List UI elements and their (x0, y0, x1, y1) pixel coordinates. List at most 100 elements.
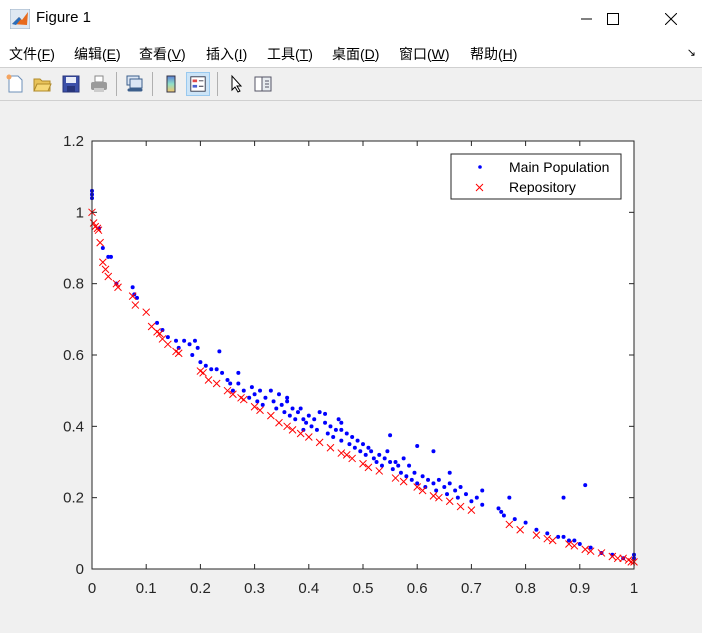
repository-point (429, 492, 438, 500)
main-population-point (458, 484, 463, 489)
main-population-point (130, 285, 135, 290)
main-population-point (583, 483, 588, 488)
menu-view[interactable]: 查看(V) (139, 46, 186, 62)
main-population-point (404, 474, 409, 479)
pointer-arrow-icon (231, 74, 243, 93)
scatter-plot[interactable]: 0 0.1 0.2 0.3 0.4 0.5 0.6 0.7 0.8 0.9 1 0 0.2 0.4 0.6 0… (0, 101, 702, 628)
main-population-point (496, 506, 501, 511)
main-population-point (385, 449, 390, 454)
legend-cross-icon (475, 183, 484, 192)
repository-point (581, 545, 590, 554)
repository-point (174, 349, 183, 358)
repository-point (142, 308, 151, 317)
main-population-point (317, 410, 322, 415)
repository-point (101, 265, 110, 274)
save-button[interactable] (59, 72, 83, 96)
menu-tools[interactable]: 工具(T) (267, 46, 313, 62)
main-population-point (556, 534, 561, 539)
main-population-point (379, 463, 384, 468)
repository-point (296, 429, 305, 438)
main-population-point (361, 442, 365, 447)
main-population-point (474, 495, 479, 500)
main-population-point (252, 392, 257, 397)
main-population-point (561, 534, 566, 539)
repository-point (250, 402, 259, 411)
toolbar-separator (116, 72, 117, 96)
repository-point (164, 340, 172, 349)
main-population-point (407, 463, 412, 468)
toolbar-separator (152, 72, 153, 96)
repository-point (275, 418, 283, 427)
y-tick-label: 1.2 (63, 133, 84, 150)
minimize-icon (581, 18, 592, 20)
menu-desktop[interactable]: 桌面(D) (332, 46, 380, 62)
menu-file[interactable]: 文件(F) (9, 46, 55, 62)
dock-figure-icon[interactable]: ↘ (686, 47, 696, 59)
y-tick-label: 0 (76, 561, 84, 578)
main-population-point (290, 406, 295, 411)
main-population-point (217, 349, 222, 354)
maximize-button[interactable] (590, 0, 636, 38)
main-population-point (301, 427, 306, 432)
y-tick-label: 1 (76, 204, 84, 221)
menu-insert[interactable]: 插入(I) (206, 46, 248, 62)
minimize-button[interactable] (564, 0, 610, 38)
insert-colorbar-button[interactable] (159, 72, 183, 96)
repository-point (516, 525, 525, 534)
main-population-point (423, 484, 428, 489)
save-disk-icon (62, 75, 80, 93)
repository-point (359, 459, 367, 468)
main-population-point (325, 431, 330, 436)
x-tick-label: 0 (88, 580, 96, 597)
main-population-point (287, 413, 292, 418)
folder-open-icon (33, 78, 52, 92)
main-population-point (434, 488, 439, 493)
x-tick-label: 0.6 (407, 580, 428, 597)
main-population-point (100, 246, 105, 250)
main-population-point (480, 488, 485, 493)
close-button[interactable] (648, 0, 694, 38)
main-population-point (298, 406, 303, 411)
main-population-point (396, 463, 401, 468)
main-population-point (203, 363, 208, 368)
legend[interactable]: Main Population Repository (450, 153, 622, 200)
print-button[interactable] (87, 72, 111, 96)
link-plot-button[interactable] (123, 72, 147, 96)
main-population-point (285, 399, 290, 404)
main-population-point (182, 338, 187, 343)
main-population-point (263, 395, 268, 400)
menu-help[interactable]: 帮助(H) (470, 46, 518, 62)
legend-box (450, 153, 622, 200)
open-file-button[interactable] (30, 72, 54, 96)
repository-point (613, 554, 622, 563)
repository-point (565, 540, 573, 548)
main-population-point (333, 427, 338, 432)
y-tick-label: 0.8 (63, 276, 84, 293)
repository-point (267, 411, 275, 420)
insert-legend-button[interactable] (186, 72, 210, 96)
edit-plot-button[interactable] (224, 72, 248, 96)
main-population-point (436, 477, 441, 482)
repository-point (315, 438, 324, 447)
main-population-point (160, 328, 165, 333)
main-population-point (501, 513, 506, 518)
main-population-point (195, 345, 200, 350)
main-population-point (187, 342, 192, 347)
main-population-point (355, 438, 360, 443)
main-population-point (198, 360, 203, 365)
main-population-point (577, 542, 582, 547)
menu-edit[interactable]: 编辑(E) (74, 46, 121, 62)
y-tick-label: 0.2 (63, 490, 84, 507)
repository-point (342, 451, 351, 459)
repository-point (467, 506, 476, 515)
main-population-point (295, 410, 300, 415)
main-population-point (314, 427, 319, 432)
main-population-point (447, 481, 452, 486)
menu-window[interactable]: 窗口(W) (399, 46, 450, 62)
main-population-point (499, 509, 504, 514)
main-population-point (192, 338, 197, 343)
main-population-point (415, 481, 420, 486)
property-inspector-button[interactable] (251, 72, 275, 96)
repository-point (114, 283, 122, 292)
new-figure-button[interactable] (3, 72, 27, 96)
